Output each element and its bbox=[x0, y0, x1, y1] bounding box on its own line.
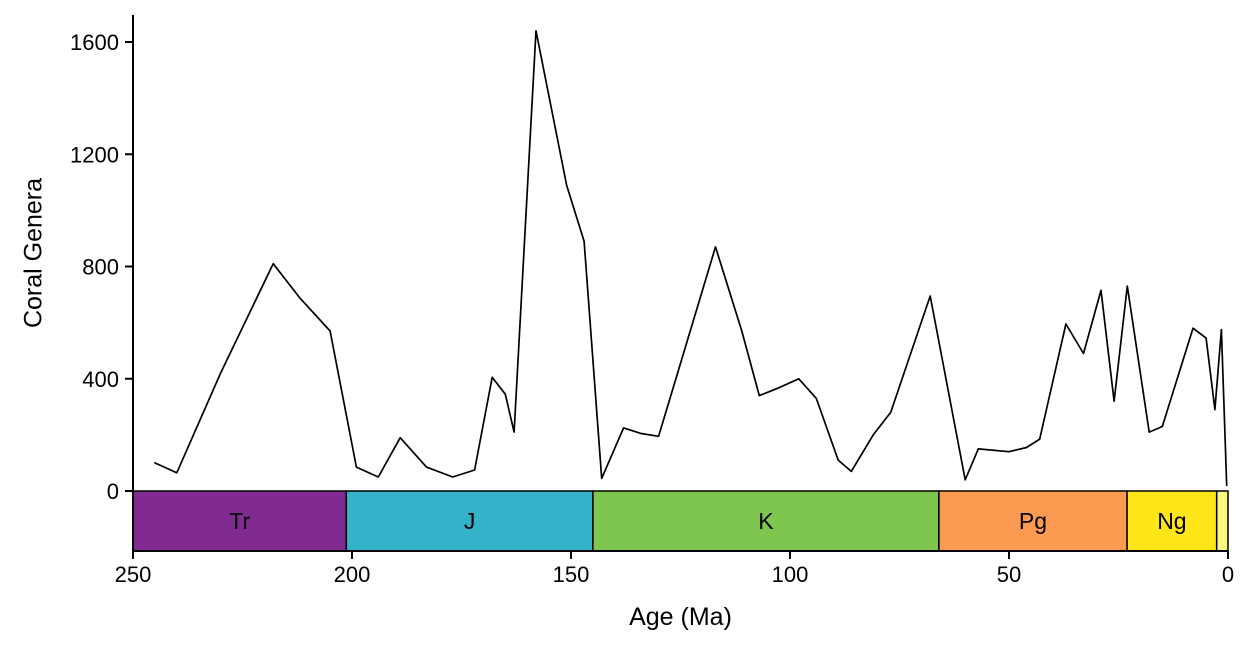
geo-period-label-paleogene: Pg bbox=[1019, 508, 1047, 534]
y-tick-label: 400 bbox=[82, 367, 119, 392]
y-tick-label: 0 bbox=[107, 479, 119, 504]
geo-period-cretaceous bbox=[592, 490, 940, 552]
x-axis-title: Age (Ma) bbox=[629, 603, 732, 631]
y-axis-title: Coral Genera bbox=[19, 177, 48, 329]
geo-period-label-triassic: Tr bbox=[229, 508, 250, 534]
x-tick-label: 150 bbox=[553, 562, 590, 587]
y-tick-label: 1200 bbox=[70, 142, 119, 167]
geo-period-label-jurassic: J bbox=[464, 508, 476, 534]
geo-period-quaternary bbox=[1215, 490, 1229, 552]
geo-period-triassic bbox=[132, 490, 348, 552]
geo-period-label-cretaceous: K bbox=[758, 508, 774, 534]
geo-period-label-neogene: Ng bbox=[1157, 508, 1186, 534]
x-tick-label: 200 bbox=[334, 562, 371, 587]
y-tick-label: 800 bbox=[82, 255, 119, 280]
x-tick-label: 50 bbox=[997, 562, 1021, 587]
series-line-coral-genera-diversity bbox=[154, 29, 1228, 487]
x-tick-label: 250 bbox=[115, 562, 152, 587]
geo-period-jurassic bbox=[345, 490, 594, 552]
x-tick-label: 0 bbox=[1222, 562, 1234, 587]
x-tick-label: 100 bbox=[772, 562, 809, 587]
y-tick-label: 1600 bbox=[70, 30, 119, 55]
